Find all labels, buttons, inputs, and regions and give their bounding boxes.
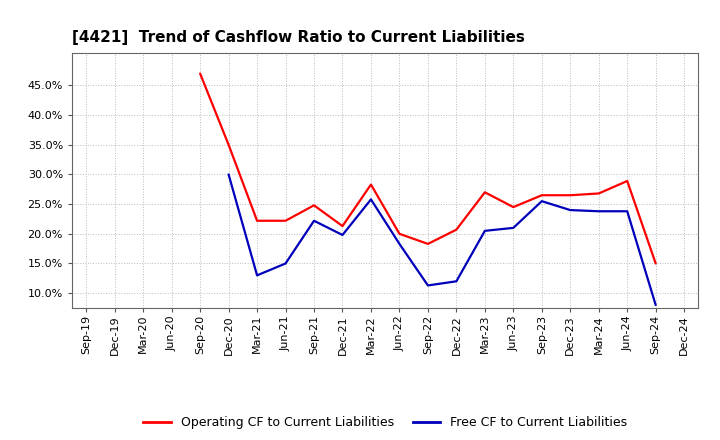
Free CF to Current Liabilities: [282, 261, 290, 266]
Operating CF to Current Liabilities: [480, 190, 489, 195]
Operating CF to Current Liabilities: [623, 178, 631, 183]
Operating CF to Current Liabilities: [225, 142, 233, 147]
Free CF to Current Liabilities: [623, 209, 631, 214]
Operating CF to Current Liabilities: [595, 191, 603, 196]
Operating CF to Current Liabilities: [566, 193, 575, 198]
Legend: Operating CF to Current Liabilities, Free CF to Current Liabilities: Operating CF to Current Liabilities, Fre…: [138, 411, 632, 434]
Operating CF to Current Liabilities: [509, 205, 518, 210]
Operating CF to Current Liabilities: [196, 71, 204, 76]
Free CF to Current Liabilities: [423, 283, 432, 288]
Free CF to Current Liabilities: [225, 172, 233, 177]
Free CF to Current Liabilities: [338, 232, 347, 238]
Operating CF to Current Liabilities: [338, 224, 347, 229]
Line: Free CF to Current Liabilities: Free CF to Current Liabilities: [229, 175, 656, 305]
Free CF to Current Liabilities: [566, 207, 575, 213]
Operating CF to Current Liabilities: [452, 227, 461, 232]
Free CF to Current Liabilities: [310, 218, 318, 224]
Free CF to Current Liabilities: [509, 225, 518, 231]
Free CF to Current Liabilities: [253, 273, 261, 278]
Operating CF to Current Liabilities: [366, 182, 375, 187]
Free CF to Current Liabilities: [652, 302, 660, 308]
Operating CF to Current Liabilities: [395, 231, 404, 236]
Line: Operating CF to Current Liabilities: Operating CF to Current Liabilities: [200, 73, 656, 264]
Operating CF to Current Liabilities: [652, 261, 660, 266]
Free CF to Current Liabilities: [595, 209, 603, 214]
Free CF to Current Liabilities: [395, 241, 404, 246]
Operating CF to Current Liabilities: [310, 203, 318, 208]
Free CF to Current Liabilities: [537, 198, 546, 204]
Free CF to Current Liabilities: [366, 197, 375, 202]
Operating CF to Current Liabilities: [423, 241, 432, 246]
Operating CF to Current Liabilities: [253, 218, 261, 224]
Text: [4421]  Trend of Cashflow Ratio to Current Liabilities: [4421] Trend of Cashflow Ratio to Curren…: [72, 29, 525, 45]
Operating CF to Current Liabilities: [282, 218, 290, 224]
Free CF to Current Liabilities: [480, 228, 489, 234]
Operating CF to Current Liabilities: [537, 193, 546, 198]
Free CF to Current Liabilities: [452, 279, 461, 284]
